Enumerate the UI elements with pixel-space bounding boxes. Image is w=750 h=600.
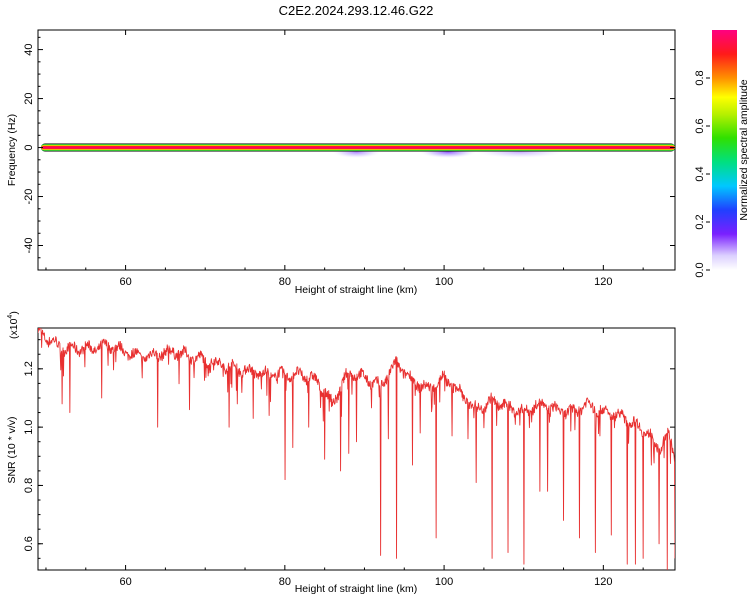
heatmap-y-tick-label-4: -40 [23,238,35,254]
snr-y-label: SNR (10 * v/v) [6,416,18,483]
snr-multiplier: (x104) [7,311,20,339]
colorbar-label: Normalized spectral amplitude [738,79,750,220]
colorbar-tick-label-1: 0.2 [694,214,706,229]
band-layer-5 [41,146,675,149]
snr-x-tick-label-3: 120 [594,576,612,588]
snr-frame [37,327,676,571]
heatmap-x-tick-label-1: 80 [279,276,291,288]
colorbar-tick-label-0: 0.0 [694,262,706,277]
snr-x-tick-label-1: 80 [279,576,291,588]
dominant-band [41,143,675,152]
heatmap-y-tick-label-0: 40 [23,43,35,55]
snr-y-tick-label-3: 0.6 [23,536,35,551]
heatmap-y-label: Frequency (Hz) [6,114,18,186]
heatmap-x-tick-label-0: 60 [119,276,131,288]
heatmap-y-tick-label-1: 20 [23,92,35,104]
colorbar-tick-label-2: 0.4 [694,166,706,181]
snr-y-ticks: 1.2 1.0 0.8 0.6 [23,339,675,559]
snr-panel: 60 80 100 120 1.2 1.0 0.8 0.6 Height of straig… [6,311,676,595]
heatmap-x-ticks: 60 80 100 120 [45,30,644,288]
snr-series-line [38,328,675,570]
colorbar: 0.0 0.2 0.4 0.6 0.8 Normalized spectral ampl… [694,30,750,278]
snr-x-label: Height of straight line (km) [295,583,418,595]
figure-title: C2E2.2024.293.12.46.G22 [279,3,434,18]
heatmap-y-tick-label-3: -20 [23,189,35,205]
snr-y-tick-label-2: 0.8 [23,478,35,493]
snr-x-tick-label-2: 100 [435,576,453,588]
heatmap-x-tick-label-3: 120 [594,276,612,288]
colorbar-tick-label-3: 0.6 [694,118,706,133]
heatmap-panel: 60 80 100 120 40 20 0 -20 -40 Height of straigh… [6,29,676,296]
svg-text:(x104): (x104) [7,311,20,339]
snr-x-ticks: 60 80 100 120 [45,328,644,588]
heatmap-y-ticks: 40 20 0 -20 -40 [23,36,675,259]
snr-x-tick-label-0: 60 [119,576,131,588]
snr-multiplier-base: (x10 [8,318,20,339]
heatmap-y-tick-label-2: 0 [23,144,35,150]
heatmap-x-label: Height of straight line (km) [295,284,418,296]
colorbar-ticks: 0.0 0.2 0.4 0.6 0.8 [694,70,710,278]
colorbar-strip [712,30,737,270]
colorbar-tick-label-4: 0.8 [694,70,706,85]
snr-y-tick-label-1: 1.0 [23,419,35,434]
snr-multiplier-exp: 4 [7,315,14,319]
heatmap-x-tick-label-2: 100 [435,276,453,288]
snr-y-tick-label-0: 1.2 [23,361,35,376]
